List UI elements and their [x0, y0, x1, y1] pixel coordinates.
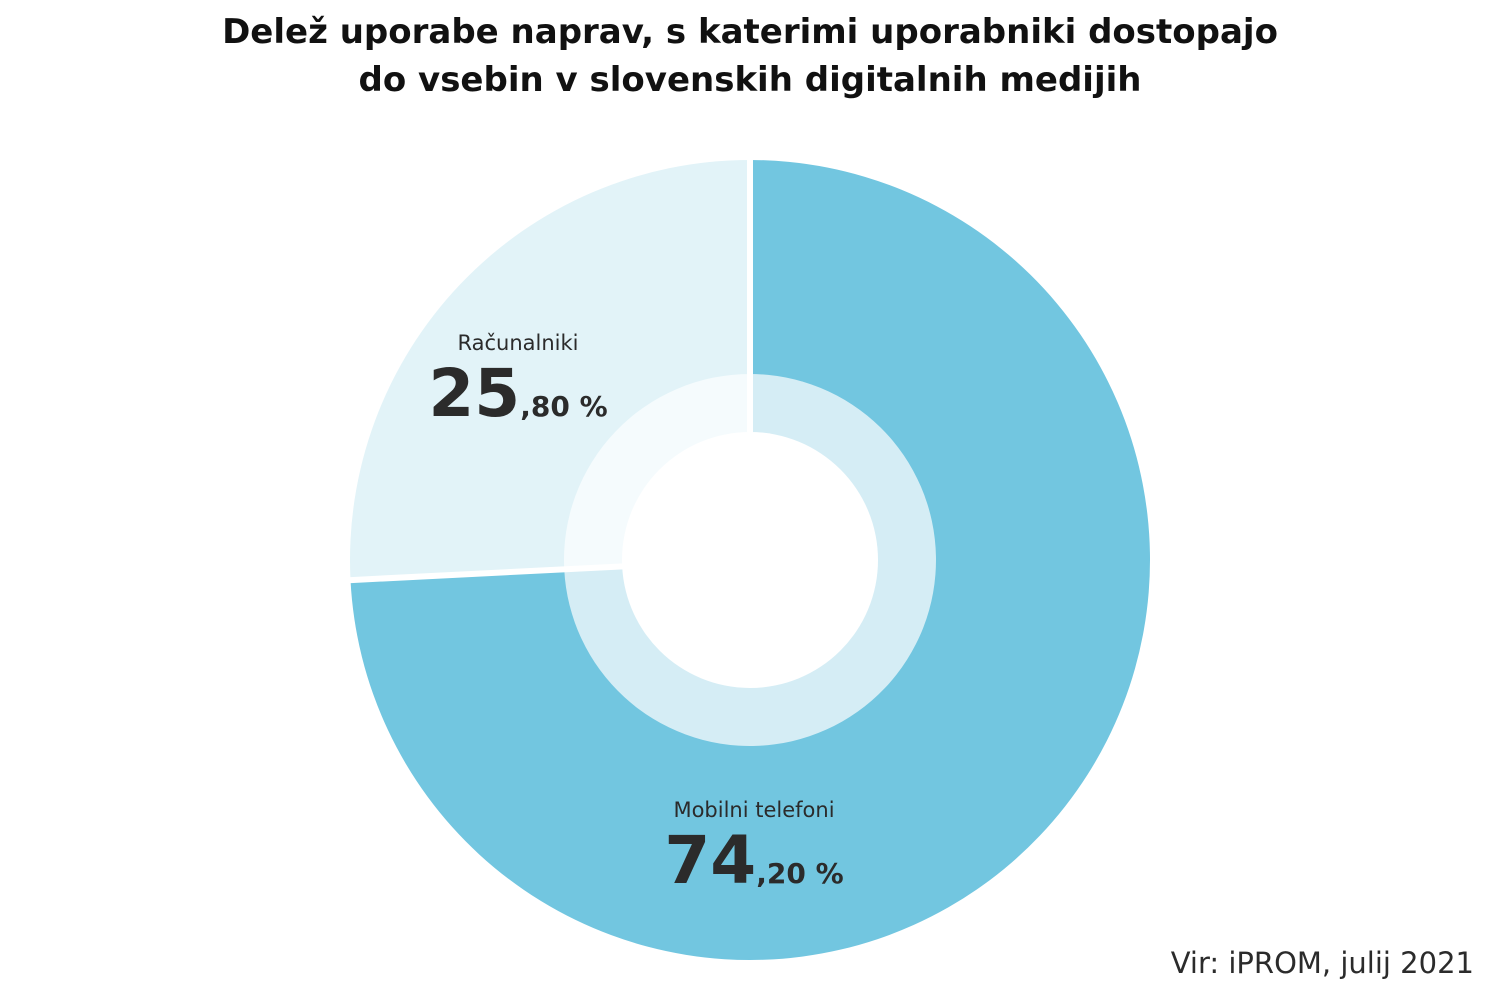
slice-value-racunalniki-dec: ,80 %	[520, 390, 607, 423]
slice-value-racunalniki: 25,80 %	[428, 355, 607, 432]
slice-separator-2	[348, 557, 751, 584]
slice-value-racunalniki-int: 25	[428, 355, 520, 432]
slice-label-racunalniki: Računalniki	[457, 331, 578, 355]
slice-value-mobilni-telefoni: 74,20 %	[664, 822, 843, 899]
slice-label-mobilni-telefoni: Mobilni telefoni	[673, 798, 834, 822]
slice-value-mobilni-telefoni-int: 74	[664, 822, 756, 899]
source-note: Vir: iPROM, julij 2021	[1170, 946, 1474, 980]
chart-title-line-1: Delež uporabe naprav, s katerimi uporabn…	[222, 12, 1278, 52]
chart-title: Delež uporabe naprav, s katerimi uporabn…	[0, 8, 1500, 104]
chart-title-line-2: do vsebin v slovenskih digitalnih mediji…	[358, 60, 1142, 100]
slice-separators	[348, 158, 753, 584]
slice-value-mobilni-telefoni-dec: ,20 %	[756, 857, 843, 890]
